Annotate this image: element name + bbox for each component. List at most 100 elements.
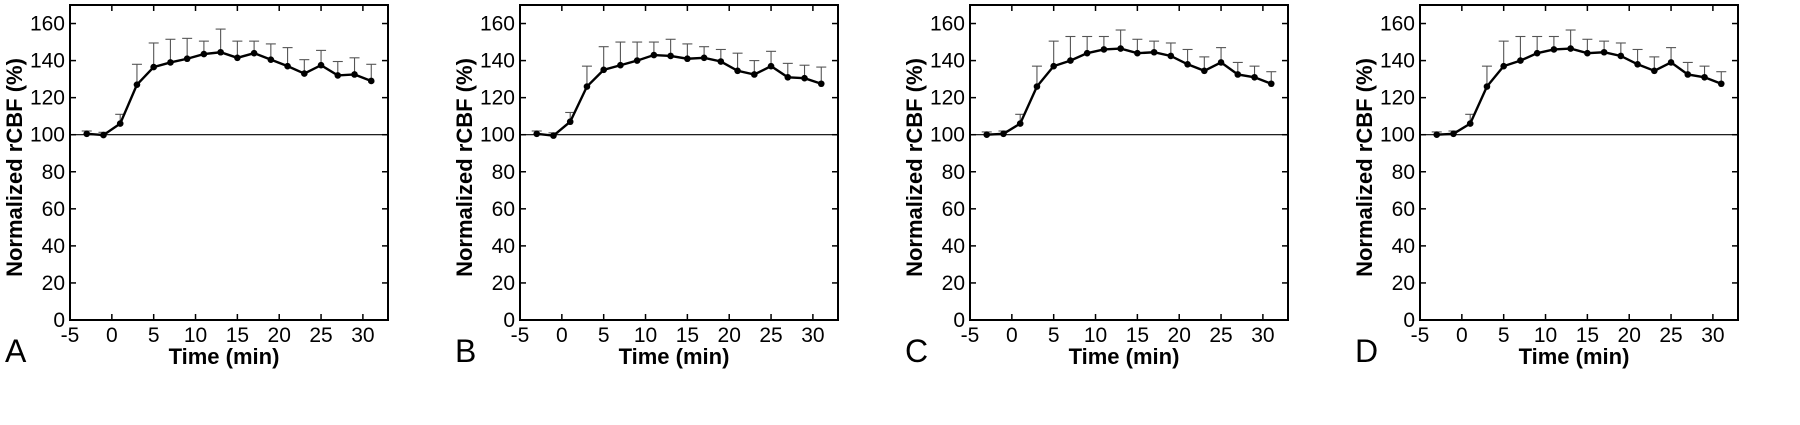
y-tick-label: 60 — [942, 198, 965, 221]
x-axis-title: Time (min) — [1069, 344, 1180, 369]
y-tick-label: 160 — [930, 13, 965, 36]
data-point — [1251, 73, 1258, 81]
y-tick-label: 0 — [53, 309, 65, 332]
data-point — [1483, 83, 1491, 90]
y-tick-label: 40 — [942, 235, 965, 258]
data-point — [566, 118, 574, 126]
y-axis-title: Normalized rCBF (%) — [1352, 58, 1377, 277]
y-tick-label: 20 — [942, 272, 965, 295]
data-point — [1651, 67, 1658, 75]
data-point — [1201, 67, 1208, 75]
y-tick-label: 0 — [953, 309, 965, 332]
x-tick-label: -5 — [61, 324, 80, 347]
data-point — [1617, 52, 1625, 60]
plot-frame — [1419, 4, 1739, 321]
y-tick-label: 0 — [503, 309, 515, 332]
y-tick-label: 100 — [930, 124, 965, 147]
data-point — [684, 55, 691, 63]
x-axis-title: Time (min) — [1519, 344, 1630, 369]
y-tick-label: 40 — [42, 235, 65, 258]
data-point — [1016, 120, 1024, 127]
y-tick-label: 40 — [492, 235, 515, 258]
y-tick-label: 60 — [1392, 198, 1415, 221]
y-tick-label: 20 — [492, 272, 515, 295]
x-tick-label: 15 — [226, 324, 249, 347]
data-point — [633, 57, 641, 64]
x-tick-label: 30 — [1701, 324, 1724, 347]
plot-frame — [519, 4, 839, 321]
data-point — [267, 56, 275, 63]
x-tick-label: 15 — [1126, 324, 1149, 347]
y-tick-label: 120 — [30, 87, 65, 110]
data-point — [284, 62, 291, 70]
data-point — [317, 61, 325, 69]
y-tick-label: 100 — [480, 124, 515, 147]
x-tick-label: 20 — [268, 324, 291, 347]
x-tick-label: 30 — [1251, 324, 1274, 347]
panel-label: B — [455, 333, 476, 369]
y-tick-label: 120 — [930, 87, 965, 110]
y-tick-label: 120 — [1380, 87, 1415, 110]
data-point — [217, 48, 224, 56]
data-point — [301, 70, 308, 77]
y-tick-label: 120 — [480, 87, 515, 110]
plot-frame — [69, 4, 389, 321]
y-tick-label: 20 — [42, 272, 65, 295]
data-point — [533, 130, 541, 138]
y-tick-label: 60 — [42, 198, 65, 221]
y-tick-label: 100 — [1380, 124, 1415, 147]
data-point — [1466, 120, 1474, 127]
data-point — [1050, 62, 1057, 70]
data-point — [667, 52, 674, 60]
data-point — [167, 59, 174, 66]
data-point — [617, 61, 624, 69]
data-point — [1150, 48, 1158, 56]
y-axis-title: Normalized rCBF (%) — [452, 58, 477, 277]
data-point — [734, 67, 741, 75]
x-tick-label: 30 — [351, 324, 374, 347]
x-tick-label: 30 — [801, 324, 824, 347]
series-line — [1436, 47, 1722, 136]
y-tick-label: 20 — [1392, 272, 1415, 295]
data-point — [1684, 71, 1692, 78]
panel-label: D — [1355, 333, 1378, 369]
data-point — [600, 66, 607, 74]
data-point — [784, 73, 792, 81]
y-tick-label: 60 — [492, 198, 515, 221]
data-point — [200, 50, 208, 58]
data-point — [1033, 83, 1041, 90]
data-point — [150, 63, 157, 71]
x-tick-label: -5 — [961, 324, 980, 347]
data-point — [1234, 71, 1242, 78]
data-point — [717, 58, 725, 65]
data-point — [751, 71, 758, 78]
x-tick-label: -5 — [1411, 324, 1430, 347]
data-point — [116, 120, 124, 127]
y-axis-title: Normalized rCBF (%) — [2, 58, 27, 277]
x-tick-label: 10 — [184, 324, 207, 347]
data-point — [1550, 46, 1558, 53]
x-tick-label: 10 — [1084, 324, 1107, 347]
x-tick-label: 0 — [556, 324, 568, 347]
x-tick-label: 20 — [1618, 324, 1641, 347]
y-tick-label: 160 — [1380, 13, 1415, 36]
data-point — [700, 54, 708, 62]
x-tick-label: 15 — [1576, 324, 1599, 347]
data-point — [1134, 49, 1141, 57]
series-line — [536, 53, 822, 137]
data-point — [250, 49, 258, 57]
data-point — [550, 132, 557, 139]
x-tick-label: 5 — [148, 324, 160, 347]
y-tick-label: 80 — [942, 161, 965, 184]
y-axis-title: Normalized rCBF (%) — [902, 58, 927, 277]
y-tick-label: 140 — [930, 50, 965, 73]
data-point — [1517, 57, 1524, 64]
data-point — [1500, 62, 1507, 70]
x-tick-label: 5 — [1048, 324, 1060, 347]
data-point — [767, 62, 775, 70]
x-tick-label: 25 — [1659, 324, 1682, 347]
data-point — [801, 74, 808, 82]
